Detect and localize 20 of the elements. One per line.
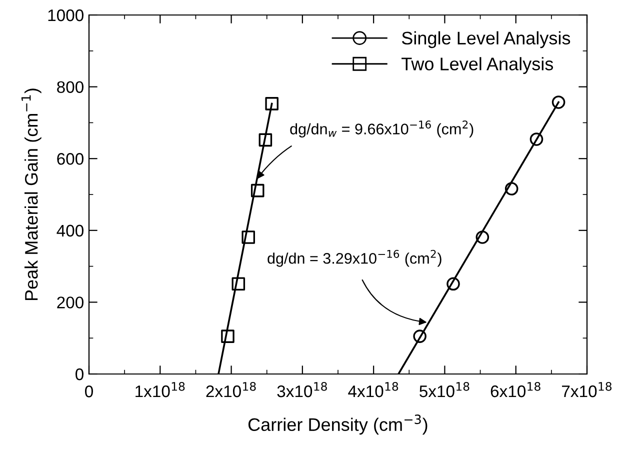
x-tick-label: 5x10$^{18}$ <box>420 382 470 398</box>
x-tick-label: 4x10$^{18}$ <box>348 382 398 398</box>
x-tick-label: 7x10$^{18}$ <box>562 382 612 398</box>
y-axis-title: Peak Material Gain (cm$^{−1}$) <box>21 88 42 300</box>
y-tick-label: 400 <box>56 224 84 237</box>
legend-label: Two Level Analysis <box>402 57 554 74</box>
legend-label: Single Level Analysis <box>402 31 570 48</box>
x-tick-label: 0 <box>85 386 93 398</box>
x-axis-title: Carrier Density (cm$^{−3}$) <box>248 414 428 435</box>
y-tick-label: 1000 <box>48 9 84 22</box>
y-tick-label: 0 <box>76 368 84 380</box>
x-tick-label: 1x10$^{18}$ <box>136 382 185 398</box>
y-tick-label: 800 <box>57 81 84 94</box>
x-tick-label: 2x10$^{18}$ <box>206 382 256 398</box>
x-tick-label: 6x10$^{18}$ <box>490 382 540 398</box>
x-tick-label: 3x10$^{18}$ <box>277 382 327 398</box>
y-tick-label: 600 <box>57 153 84 165</box>
annotation: dg/dn = 3.29x10$^{−16}$ (cm$^{2}$) <box>268 250 442 267</box>
y-tick-label: 200 <box>57 296 84 308</box>
annotation: dg/dn$_{w}$ = 9.66x10$^{−16}$ (cm$^{2}$) <box>290 120 474 138</box>
